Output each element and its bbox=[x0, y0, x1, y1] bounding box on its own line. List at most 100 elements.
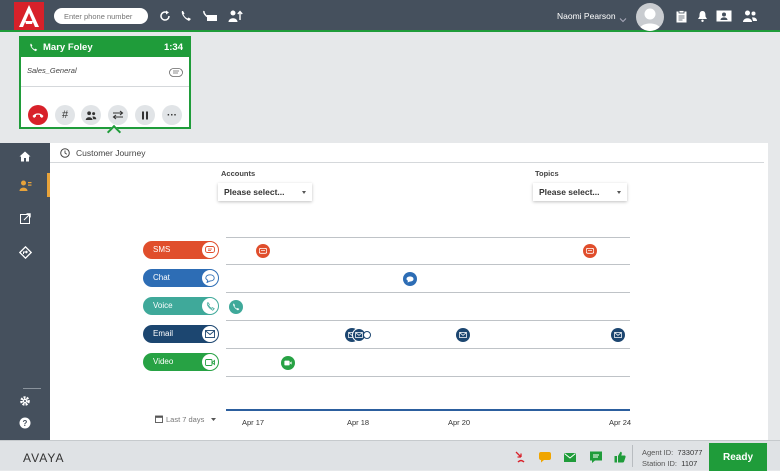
channel-label: Voice bbox=[153, 301, 173, 310]
hold-button[interactable] bbox=[135, 105, 155, 125]
notification-bell-icon[interactable] bbox=[693, 7, 711, 25]
sms-event-icon[interactable] bbox=[583, 244, 597, 258]
channel-chat[interactable]: Chat bbox=[143, 269, 219, 287]
timeline-gridline bbox=[226, 264, 630, 265]
accounts-value: Please select... bbox=[224, 187, 285, 197]
dropdown-arrow-icon bbox=[302, 191, 306, 194]
agent-transfer-icon[interactable] bbox=[226, 7, 244, 25]
call-timer: 1:34 bbox=[163, 42, 183, 53]
panel-header: Customer Journey bbox=[50, 143, 764, 163]
nav-active-indicator bbox=[47, 173, 50, 197]
call-header: Mary Foley 1:34 bbox=[21, 38, 189, 57]
end-call-button[interactable] bbox=[28, 105, 48, 125]
missed-call-icon[interactable] bbox=[514, 450, 528, 464]
station-id: 1107 bbox=[681, 459, 698, 468]
transfer-button[interactable] bbox=[108, 105, 128, 125]
help-icon[interactable]: ? bbox=[15, 413, 35, 433]
chat-event-icon[interactable] bbox=[403, 272, 417, 286]
avatar[interactable] bbox=[636, 3, 664, 31]
redial-icon[interactable] bbox=[156, 7, 174, 25]
routing-icon[interactable] bbox=[15, 242, 35, 262]
ellipsis-icon: ··· bbox=[167, 109, 177, 121]
message-icon[interactable] bbox=[169, 64, 183, 82]
phone-number-input[interactable] bbox=[54, 8, 148, 24]
clock-icon bbox=[60, 148, 70, 158]
transfer-icon bbox=[112, 110, 124, 120]
timeline-gridline bbox=[226, 237, 630, 238]
channel-sms[interactable]: SMS bbox=[143, 241, 219, 259]
timeline-gridline bbox=[226, 320, 630, 321]
voice-event-icon[interactable] bbox=[229, 300, 243, 314]
topics-label: Topics bbox=[535, 169, 559, 178]
calendar-icon bbox=[155, 415, 163, 423]
top-bar: Naomi Pearson bbox=[0, 0, 780, 32]
chat-icon bbox=[202, 270, 218, 286]
team-icon[interactable] bbox=[741, 7, 759, 25]
dialpad-button[interactable]: # bbox=[55, 105, 75, 125]
phone-icon[interactable] bbox=[177, 7, 195, 25]
email-cluster-marker-icon[interactable] bbox=[363, 331, 371, 339]
email-icon bbox=[202, 326, 218, 342]
home-icon[interactable] bbox=[15, 146, 35, 166]
conference-button[interactable] bbox=[81, 105, 101, 125]
channel-label: Video bbox=[153, 357, 174, 366]
brand-logo: AVAYA bbox=[23, 451, 65, 465]
sms-icon bbox=[202, 242, 218, 258]
sms-event-icon[interactable] bbox=[256, 244, 270, 258]
agent-id: 733077 bbox=[677, 448, 703, 457]
user-name[interactable]: Naomi Pearson bbox=[557, 11, 616, 21]
caller-name: Mary Foley bbox=[43, 42, 93, 53]
svg-text:?: ? bbox=[23, 419, 28, 428]
external-link-icon[interactable] bbox=[15, 208, 35, 228]
topics-value: Please select... bbox=[539, 187, 600, 197]
timeline-axis bbox=[226, 409, 630, 411]
phone-icon bbox=[30, 43, 38, 52]
video-event-icon[interactable] bbox=[281, 356, 295, 370]
clipboard-icon[interactable] bbox=[672, 7, 690, 25]
left-nav: ? bbox=[0, 143, 50, 440]
chat-bubble-icon[interactable] bbox=[538, 450, 552, 464]
channel-label: SMS bbox=[153, 245, 171, 254]
chevron-down-icon[interactable] bbox=[619, 11, 627, 23]
agent-info: Agent ID: 733077 Station ID: 1107 bbox=[642, 447, 702, 469]
settings-gear-icon[interactable] bbox=[15, 391, 35, 411]
channel-label: Email bbox=[153, 329, 174, 338]
pause-icon bbox=[142, 111, 148, 119]
axis-tick-label: Apr 24 bbox=[609, 418, 632, 427]
channel-email[interactable]: Email bbox=[143, 325, 219, 343]
agent-status-button[interactable]: Ready bbox=[709, 443, 767, 471]
chevron-down-icon bbox=[211, 418, 217, 421]
station-id-label: Station ID: bbox=[642, 459, 678, 468]
date-range-selector[interactable]: Last 7 days bbox=[155, 415, 217, 424]
nav-divider bbox=[23, 388, 41, 389]
hash-icon: # bbox=[61, 109, 69, 121]
agent-id-label: Agent ID: bbox=[642, 448, 674, 457]
divider bbox=[632, 445, 633, 467]
customer-journey-panel: Customer Journey Accounts Please select.… bbox=[50, 143, 768, 440]
axis-tick-label: Apr 20 bbox=[448, 418, 471, 427]
dropdown-arrow-icon bbox=[617, 191, 621, 194]
contact-card-icon[interactable] bbox=[715, 7, 733, 25]
axis-tick-label: Apr 17 bbox=[242, 418, 265, 427]
channel-video[interactable]: Video bbox=[143, 353, 219, 371]
axis-tick-label: Apr 18 bbox=[347, 418, 370, 427]
email-event-icon[interactable] bbox=[456, 328, 470, 342]
topics-dropdown[interactable]: Please select... bbox=[533, 183, 627, 201]
active-call-card[interactable]: Mary Foley 1:34 Sales_General # ··· bbox=[19, 36, 191, 129]
customer-journey-nav-icon[interactable] bbox=[15, 175, 35, 195]
sms-icon[interactable] bbox=[589, 450, 603, 464]
channel-label: Chat bbox=[153, 273, 170, 282]
timeline-gridline bbox=[226, 348, 630, 349]
more-button[interactable]: ··· bbox=[162, 105, 182, 125]
email-icon[interactable] bbox=[563, 450, 577, 464]
thumbs-up-icon[interactable] bbox=[613, 450, 627, 464]
accounts-dropdown[interactable]: Please select... bbox=[218, 183, 312, 201]
channel-voice[interactable]: Voice bbox=[143, 297, 219, 315]
divider bbox=[21, 86, 189, 87]
voicemail-icon[interactable] bbox=[201, 7, 219, 25]
date-range-label: Last 7 days bbox=[166, 415, 205, 424]
timeline-gridline bbox=[226, 376, 630, 377]
avaya-logo bbox=[14, 2, 44, 30]
email-event-icon[interactable] bbox=[611, 328, 625, 342]
video-icon bbox=[202, 354, 218, 370]
